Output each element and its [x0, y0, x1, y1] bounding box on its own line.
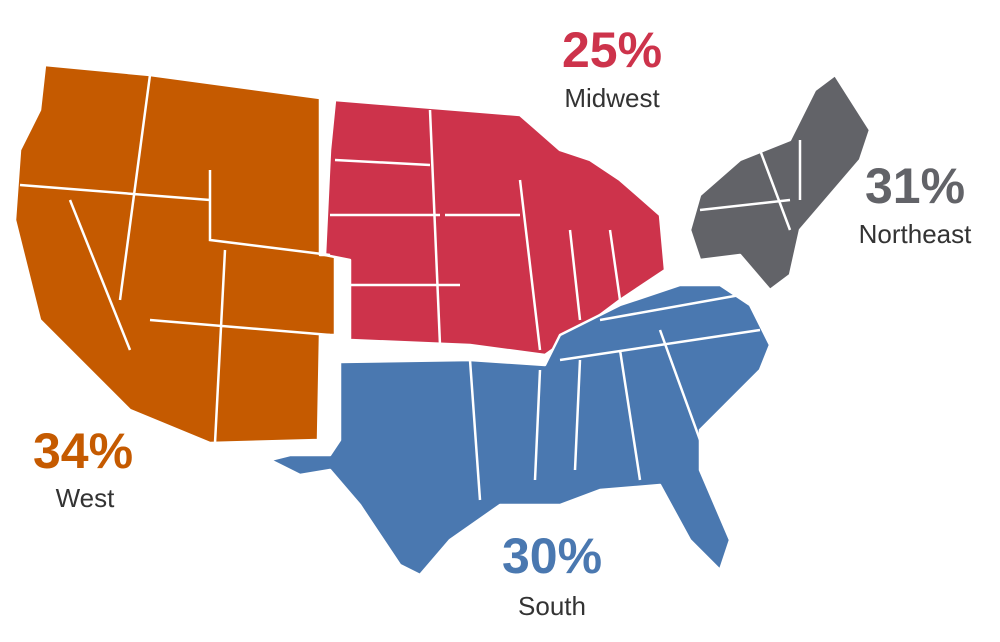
region-share: 30% — [502, 528, 602, 584]
labels: 34% West 25% Midwest 31% Northeast 30% S… — [33, 22, 972, 621]
region-northeast — [688, 73, 872, 292]
region-share: 25% — [562, 22, 662, 78]
region-south — [268, 283, 772, 577]
region-share: 31% — [865, 158, 965, 214]
region-name: Northeast — [859, 219, 972, 249]
state-borders — [19, 74, 802, 501]
region-name: West — [56, 483, 116, 513]
region-name: Midwest — [564, 83, 660, 113]
region-name: South — [518, 591, 586, 621]
region-west — [13, 63, 337, 445]
region-share: 34% — [33, 423, 133, 479]
